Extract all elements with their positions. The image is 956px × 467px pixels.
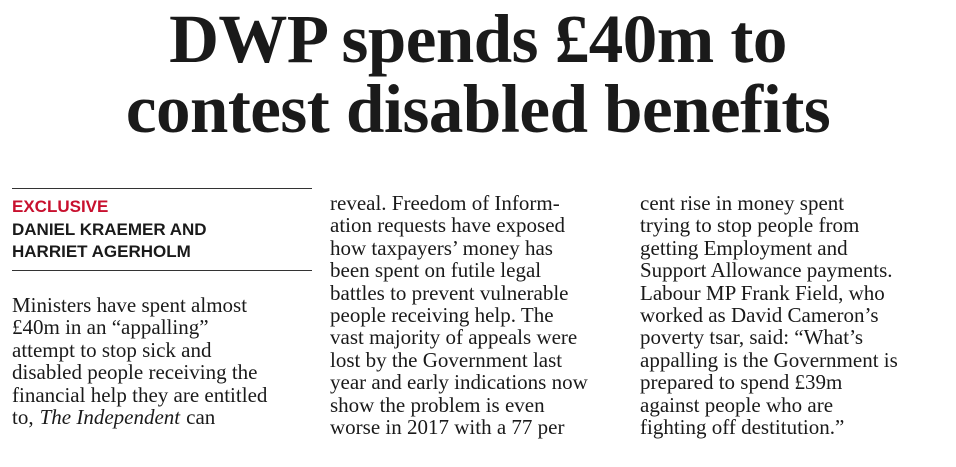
body-line: cent rise in money spent [640,191,845,215]
body-line: prepared to spend £39m [640,370,843,395]
body-line: how taxpayers’ money has [330,235,553,260]
body-line: against people who are [640,392,834,417]
column: Ministers have spent almost £40m in an “a… [12,293,268,429]
body-line: been spent on futile legal [330,258,542,283]
body-line: to, The Independent can [12,406,267,428]
byline-line: DANIEL KRAEMER AND [12,220,207,239]
body-line: worse in 2017 with a 77 per [330,415,565,440]
body-line: appalling is the Government is [640,347,898,372]
body-line: lost by the Government last [330,347,563,372]
text: can [186,405,216,430]
text: to, [12,405,34,430]
body-line: Support Allowance payments. [640,258,893,283]
body-line: reveal. Freedom of Inform- [330,191,560,215]
body-line: attempt to stop sick and [12,337,212,362]
headline-line: contest disabled benefits [125,71,831,147]
body-line: people receiving help. The [330,303,554,328]
publication-name: The Independent [39,405,181,430]
body-line: Ministers have spent almost [12,293,248,317]
rule [12,270,312,271]
kicker: EXCLUSIVE [12,197,109,216]
byline-line: HARRIET AGERHOLM [12,242,191,261]
byline: DANIEL KRAEMER AND HARRIET AGERHOLM [12,219,207,263]
headline-line: DWP spends £40m to [169,1,787,77]
column: reveal. Freedom of Inform-ation requests… [330,191,588,440]
body-line: financial help they are entitled [12,382,268,407]
column: cent rise in money spent trying to stop p… [640,191,898,440]
body-line: worked as David Cameron’s [640,303,879,328]
body-line: ation requests have exposed [330,213,566,238]
body-line: vast majority of appeals were [330,325,578,350]
body-line: getting Employment and [640,235,848,260]
body-line: battles to prevent vulnerable [330,280,569,305]
body-line: poverty tsar, said: “What’s [640,325,864,350]
body-line: Labour MP Frank Field, who [640,280,885,305]
body-line: £40m in an “appalling” [12,315,209,340]
body-line: show the problem is even [330,392,545,417]
body-line: disabled people receiving the [12,360,258,385]
rule [12,188,312,189]
body-line: fighting off destitution.” [640,415,845,440]
headline: DWP spends £40m to contest disabled benef… [0,4,956,144]
body-line: trying to stop people from [640,213,860,238]
body-line: year and early indications now [330,370,588,395]
